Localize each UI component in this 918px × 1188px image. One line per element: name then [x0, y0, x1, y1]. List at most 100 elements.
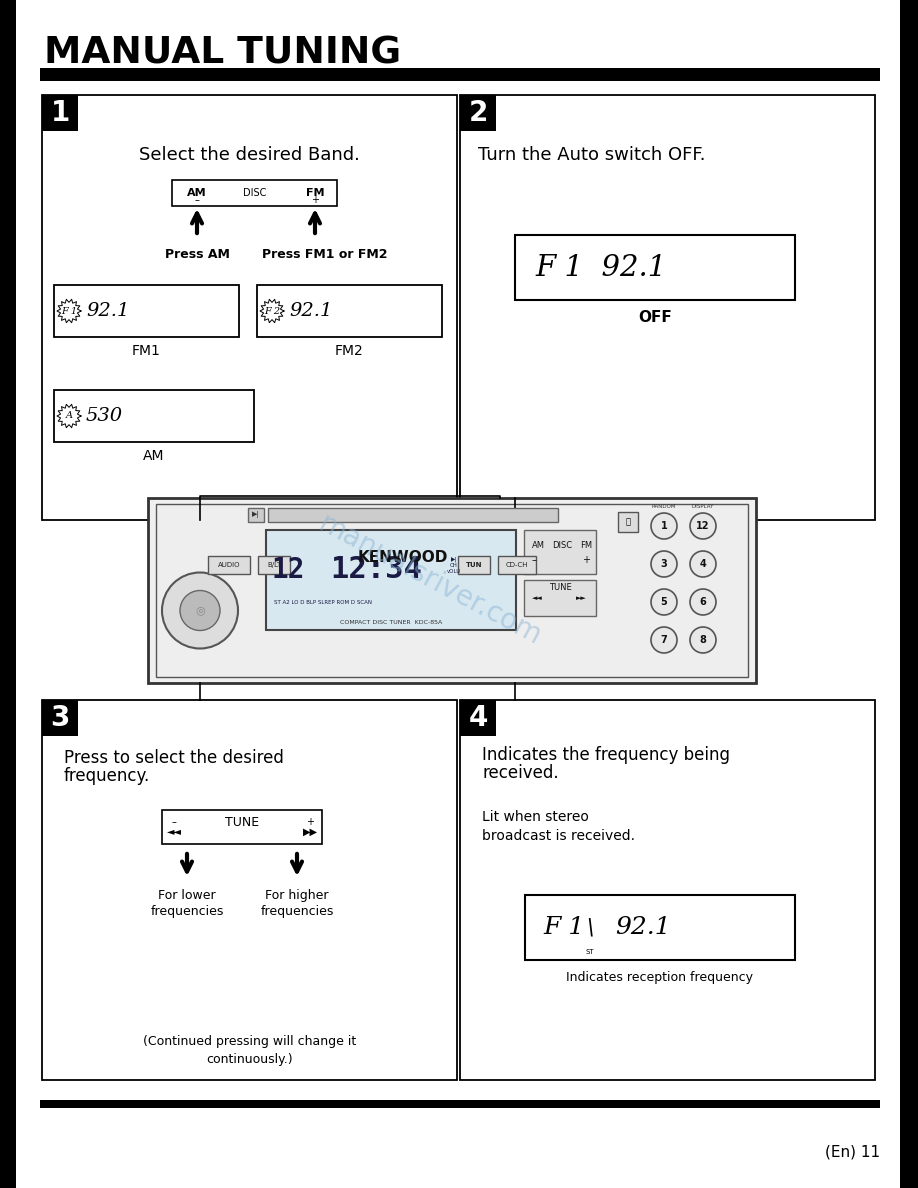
Polygon shape — [57, 404, 81, 428]
Text: CD-CH: CD-CH — [506, 562, 528, 568]
Bar — [54, 390, 254, 442]
Text: Lit when stereo
broadcast is received.: Lit when stereo broadcast is received. — [482, 810, 635, 843]
Text: F 1: F 1 — [543, 916, 584, 939]
Bar — [0, 0, 16, 1188]
Text: TUNE: TUNE — [549, 583, 571, 593]
Text: AM: AM — [143, 449, 164, 463]
Text: Select the desired Band.: Select the desired Band. — [139, 146, 360, 164]
Text: Indicates the frequency being: Indicates the frequency being — [482, 746, 730, 764]
Text: Turn the Auto switch OFF.: Turn the Auto switch OFF. — [478, 146, 706, 164]
Bar — [266, 530, 516, 630]
Bar — [156, 504, 748, 677]
Bar — [498, 556, 536, 574]
Text: 3: 3 — [661, 560, 667, 569]
Text: For lower
frequencies: For lower frequencies — [151, 889, 224, 918]
Bar — [162, 810, 322, 843]
Text: ◄◄: ◄◄ — [532, 595, 543, 601]
Text: manualsriver.com: manualsriver.com — [314, 510, 546, 651]
Text: (Continued pressing will change it
continuously.): (Continued pressing will change it conti… — [143, 1035, 356, 1066]
Bar — [524, 580, 596, 617]
Text: OFF: OFF — [638, 310, 672, 326]
Bar — [460, 700, 496, 737]
Circle shape — [62, 305, 75, 317]
Circle shape — [690, 513, 716, 539]
Polygon shape — [57, 299, 81, 323]
Text: (En) 11: (En) 11 — [825, 1144, 880, 1159]
Text: –
◄◄: – ◄◄ — [166, 817, 182, 836]
Text: F 1  92.1: F 1 92.1 — [535, 253, 666, 282]
Text: –: – — [195, 195, 199, 206]
Text: TUN: TUN — [465, 562, 482, 568]
Text: COMPACT DISC TUNER  KDC-85A: COMPACT DISC TUNER KDC-85A — [340, 619, 442, 625]
Text: ►►: ►► — [576, 595, 587, 601]
Polygon shape — [260, 299, 284, 323]
Text: AUDIO: AUDIO — [218, 562, 241, 568]
Text: +: + — [582, 555, 590, 565]
Circle shape — [265, 305, 278, 317]
Text: DISC: DISC — [243, 188, 266, 198]
Bar — [248, 508, 264, 522]
Text: ▶|
CH
vOLU: ▶| CH vOLU — [447, 556, 461, 574]
Text: 12: 12 — [696, 522, 710, 531]
Text: FM: FM — [306, 188, 324, 198]
Bar — [460, 95, 496, 131]
Text: KENWOOD: KENWOOD — [358, 550, 448, 565]
Text: Press to select the desired: Press to select the desired — [64, 748, 284, 767]
Text: DISPLAY: DISPLAY — [692, 504, 714, 508]
Circle shape — [651, 513, 677, 539]
Text: ST A2 LO D BLP SLREP ROM D SCAN: ST A2 LO D BLP SLREP ROM D SCAN — [274, 600, 372, 605]
Text: 2: 2 — [468, 99, 487, 127]
Text: frequency.: frequency. — [64, 767, 151, 785]
Circle shape — [162, 573, 238, 649]
Text: 1: 1 — [50, 99, 70, 127]
Bar — [42, 95, 457, 520]
Circle shape — [180, 590, 220, 631]
Text: 530: 530 — [86, 407, 123, 425]
Text: F 2: F 2 — [264, 307, 280, 316]
Text: 12:34: 12:34 — [330, 556, 422, 584]
Text: A: A — [65, 411, 73, 421]
Text: 92.1: 92.1 — [86, 302, 129, 320]
Bar — [258, 556, 290, 574]
Text: FM: FM — [580, 541, 592, 550]
Circle shape — [651, 627, 677, 653]
Text: B/LT: B/LT — [267, 562, 281, 568]
Bar — [40, 1100, 880, 1108]
Bar — [257, 285, 442, 337]
Text: ◎: ◎ — [196, 606, 205, 615]
Bar — [42, 95, 78, 131]
Circle shape — [651, 589, 677, 615]
Text: 6: 6 — [700, 598, 706, 607]
Text: FM1: FM1 — [132, 345, 161, 358]
Text: Press FM1 or FM2: Press FM1 or FM2 — [263, 248, 387, 261]
Text: FM2: FM2 — [335, 345, 364, 358]
Text: \: \ — [587, 916, 594, 939]
Circle shape — [651, 551, 677, 577]
Text: RANDOM: RANDOM — [652, 504, 677, 508]
Text: DISC: DISC — [552, 541, 572, 550]
Bar — [42, 700, 78, 737]
Circle shape — [62, 410, 75, 422]
Bar — [524, 530, 596, 574]
Text: For higher
frequencies: For higher frequencies — [261, 889, 333, 918]
Text: AM: AM — [187, 188, 207, 198]
Bar — [54, 285, 239, 337]
Bar — [618, 512, 638, 532]
Text: –: – — [532, 555, 537, 565]
Bar — [40, 68, 880, 81]
Text: F 1: F 1 — [61, 307, 77, 316]
Bar — [525, 895, 795, 960]
Bar — [458, 556, 490, 574]
Circle shape — [690, 589, 716, 615]
Bar — [42, 700, 457, 1080]
Text: 92.1: 92.1 — [615, 916, 671, 939]
Text: 1: 1 — [661, 522, 667, 531]
Text: 12: 12 — [271, 556, 305, 584]
Text: +: + — [311, 195, 319, 206]
Circle shape — [690, 627, 716, 653]
Text: 7: 7 — [661, 636, 667, 645]
Circle shape — [690, 551, 716, 577]
Text: ▶|: ▶| — [252, 512, 260, 518]
Text: received.: received. — [482, 764, 559, 782]
Text: 4: 4 — [468, 704, 487, 732]
